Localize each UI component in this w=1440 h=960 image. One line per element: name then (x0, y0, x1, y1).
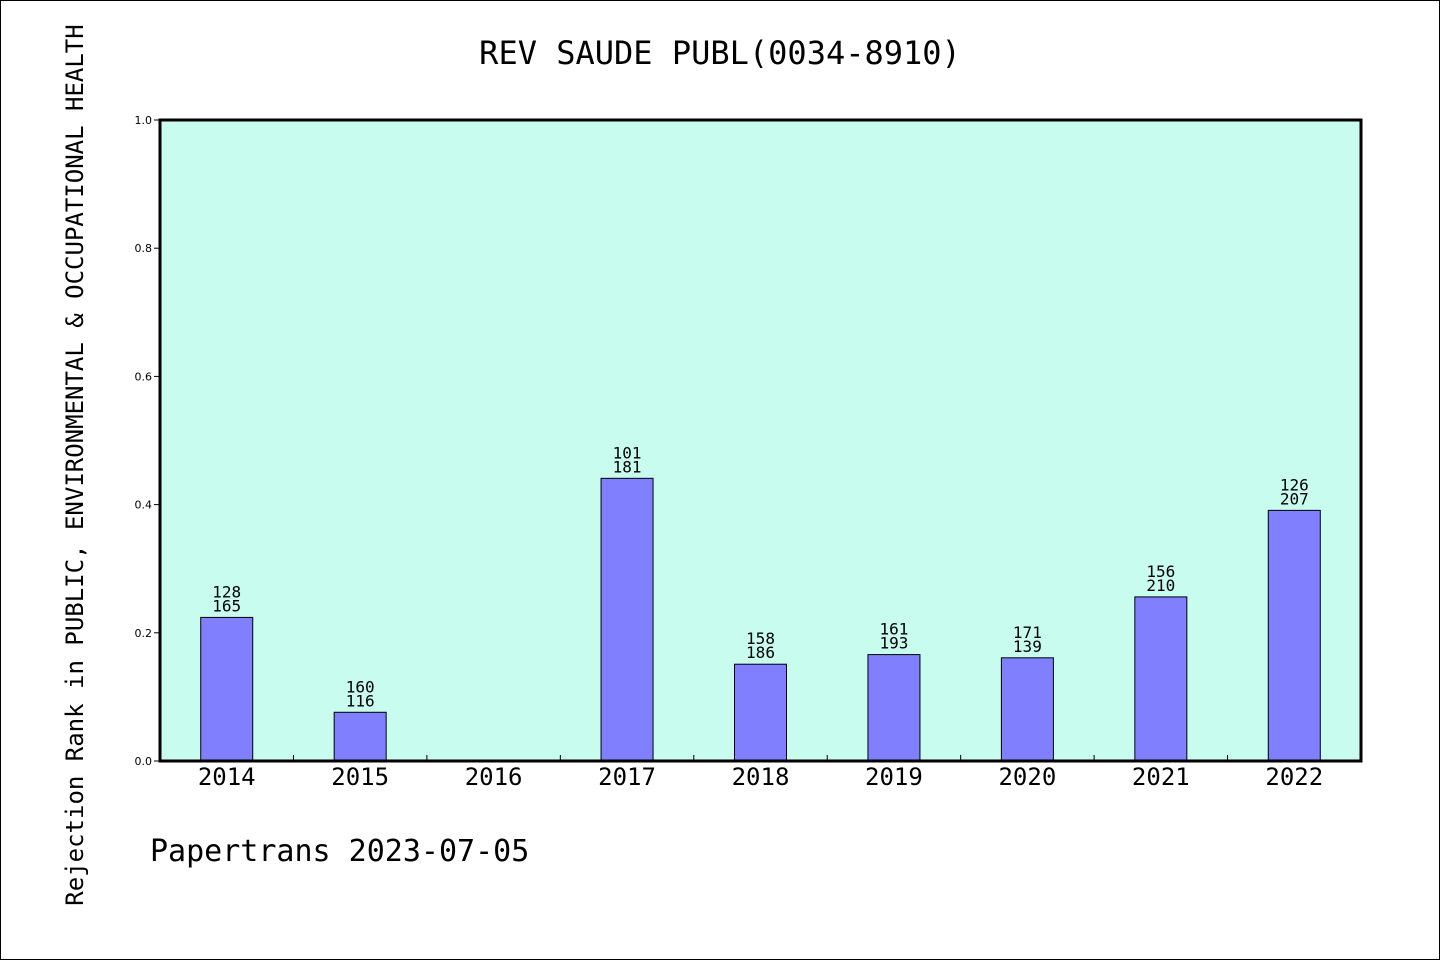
y-tick-label: 0.4 (135, 499, 153, 512)
bar-label-top: 128 (212, 582, 241, 601)
bar-label-top: 160 (346, 677, 375, 696)
y-tick-label: 1.0 (135, 114, 153, 127)
x-tick-label: 2017 (598, 763, 656, 791)
bar-label-top: 158 (746, 629, 775, 648)
x-tick-label: 2019 (865, 763, 923, 791)
bar (867, 654, 921, 762)
x-tick-label: 2015 (331, 763, 389, 791)
x-tick-label: 2018 (732, 763, 790, 791)
bar-label-top: 161 (879, 620, 908, 639)
y-tick-label: 0.8 (135, 242, 153, 255)
bar-label-bottom: 193 (879, 634, 908, 653)
bar-label-top: 101 (613, 443, 642, 462)
bar (1267, 509, 1321, 762)
bar-label-bottom: 116 (346, 691, 375, 710)
bar-label-bottom: 210 (1146, 576, 1175, 595)
bar-label-top: 126 (1280, 475, 1309, 494)
y-tick-label: 0.2 (135, 627, 153, 640)
plot-border (158, 118, 1363, 763)
bar-label-top: 156 (1146, 562, 1175, 581)
x-tick-label: 2022 (1265, 763, 1323, 791)
x-tick-label: 2016 (465, 763, 523, 791)
y-tick-label: 0.0 (135, 755, 153, 768)
bar-label-bottom: 139 (1013, 637, 1042, 656)
bar-label-bottom: 207 (1280, 489, 1309, 508)
bar-label-bottom: 165 (212, 596, 241, 615)
chart-title: REV SAUDE PUBL(0034-8910) (479, 34, 961, 72)
footer-credit: Papertrans 2023-07-05 (150, 834, 530, 869)
bar-label-top: 171 (1013, 623, 1042, 642)
x-tick-label: 2020 (998, 763, 1056, 791)
bar (1134, 596, 1188, 762)
x-tick-label: 2014 (198, 763, 256, 791)
bar (734, 663, 787, 762)
bar-label-bottom: 186 (746, 643, 775, 662)
bar-label-bottom: 181 (613, 457, 642, 476)
bar (1000, 657, 1054, 762)
bar (200, 616, 254, 762)
x-tick-label: 2021 (1132, 763, 1190, 791)
bar (600, 477, 654, 762)
y-tick-label: 0.6 (135, 370, 153, 383)
bar (333, 711, 387, 762)
